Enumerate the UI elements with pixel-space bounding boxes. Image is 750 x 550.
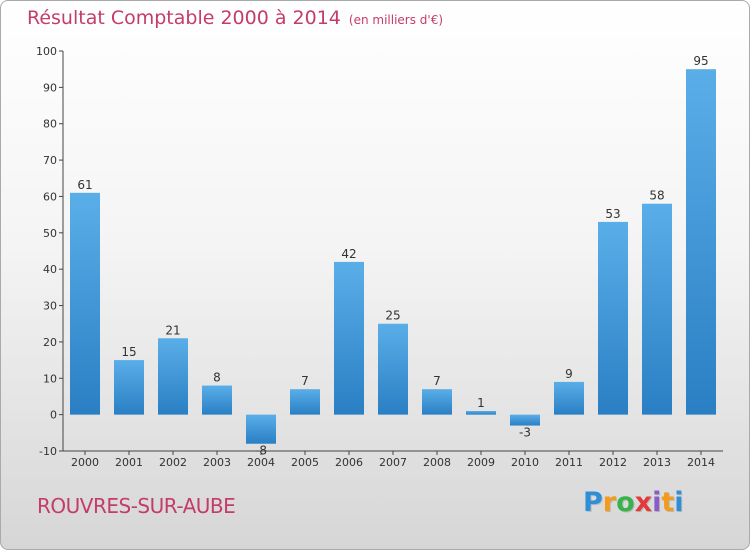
x-tick-label: 2008 bbox=[423, 456, 451, 469]
bar bbox=[158, 338, 188, 415]
bar bbox=[466, 411, 496, 415]
bar-value-label: 25 bbox=[385, 309, 400, 323]
proxiti-logo: Proxiti bbox=[583, 487, 684, 518]
logo-letter: t bbox=[661, 487, 675, 518]
bar bbox=[686, 69, 716, 415]
bar-value-label: 21 bbox=[165, 323, 180, 337]
bar bbox=[642, 203, 672, 415]
x-tick-label: 2003 bbox=[203, 456, 231, 469]
y-tick-label: 50 bbox=[43, 227, 57, 240]
logo-letter: i bbox=[674, 487, 684, 518]
commune-name: ROUVRES-SUR-AUBE bbox=[37, 494, 236, 518]
bar bbox=[202, 385, 232, 415]
bar bbox=[510, 414, 540, 426]
y-tick-label: 10 bbox=[43, 372, 57, 385]
bar-value-label: 42 bbox=[341, 247, 356, 261]
bar-value-label: 8 bbox=[213, 371, 221, 385]
y-tick-label: 70 bbox=[43, 154, 57, 167]
y-tick-label: 90 bbox=[43, 81, 57, 94]
x-tick-label: 2000 bbox=[71, 456, 99, 469]
bar bbox=[114, 360, 144, 415]
bar-value-label: 61 bbox=[77, 178, 92, 192]
bar-value-label: 7 bbox=[301, 374, 309, 388]
x-tick-label: 2006 bbox=[335, 456, 363, 469]
chart-subtitle: (en milliers d'€) bbox=[348, 13, 444, 27]
bar-value-label: 15 bbox=[121, 345, 136, 359]
y-tick-label: 30 bbox=[43, 300, 57, 313]
bar-value-label: 53 bbox=[605, 207, 620, 221]
y-tick-label: 20 bbox=[43, 336, 57, 349]
logo-letter: o bbox=[616, 487, 635, 518]
bar bbox=[70, 192, 100, 415]
x-tick-label: 2007 bbox=[379, 456, 407, 469]
bar-value-label: 58 bbox=[649, 189, 664, 203]
y-tick-label: 40 bbox=[43, 263, 57, 276]
bar bbox=[290, 389, 320, 415]
bar bbox=[246, 414, 276, 444]
y-tick-label: 0 bbox=[50, 409, 57, 422]
x-tick-label: 2002 bbox=[159, 456, 187, 469]
bar bbox=[422, 389, 452, 415]
x-tick-label: 2009 bbox=[467, 456, 495, 469]
bar-value-label: 95 bbox=[693, 54, 708, 68]
logo-letter: x bbox=[634, 487, 653, 518]
logo-letter: r bbox=[602, 487, 617, 518]
bar-value-label: 7 bbox=[433, 374, 441, 388]
x-tick-label: 2004 bbox=[247, 456, 275, 469]
bar-value-label: 1 bbox=[477, 396, 485, 410]
x-tick-label: 2005 bbox=[291, 456, 319, 469]
bar bbox=[378, 323, 408, 415]
x-tick-label: 2012 bbox=[599, 456, 627, 469]
logo-letter: i bbox=[652, 487, 662, 518]
y-tick-label: 80 bbox=[43, 118, 57, 131]
title-text: Résultat Comptable 2000 à 2014 bbox=[27, 7, 341, 29]
x-tick-label: 2001 bbox=[115, 456, 143, 469]
x-tick-label: 2011 bbox=[555, 456, 583, 469]
x-tick-label: 2010 bbox=[511, 456, 539, 469]
y-tick-label: -10 bbox=[39, 445, 57, 458]
bar bbox=[598, 221, 628, 415]
logo-letter: P bbox=[583, 487, 603, 518]
bar-value-label: -3 bbox=[519, 426, 531, 440]
bar-value-label: -8 bbox=[255, 444, 267, 458]
x-tick-label: 2014 bbox=[687, 456, 715, 469]
chart-title: Résultat Comptable 2000 à 2014 (en millie… bbox=[27, 7, 443, 29]
bar bbox=[554, 381, 584, 415]
x-tick-label: 2013 bbox=[643, 456, 671, 469]
bar-value-label: 9 bbox=[565, 367, 573, 381]
bar bbox=[334, 261, 364, 415]
y-tick-label: 100 bbox=[36, 45, 57, 58]
y-tick-label: 60 bbox=[43, 190, 57, 203]
